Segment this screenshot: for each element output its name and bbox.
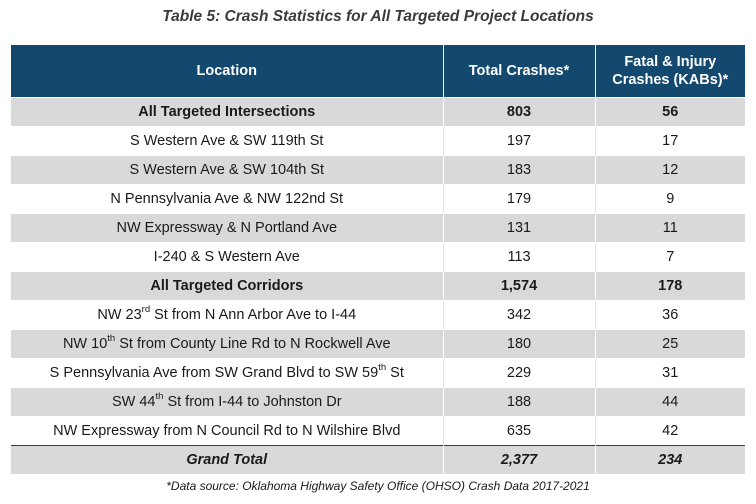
kab-cell: 234 bbox=[595, 445, 745, 474]
kab-cell: 12 bbox=[595, 155, 745, 185]
location-cell: All Targeted Corridors bbox=[11, 271, 444, 301]
total-crashes-cell: 1,574 bbox=[443, 271, 596, 301]
crash-statistics-table: Location Total Crashes* Fatal & Injury C… bbox=[11, 45, 745, 474]
data-source-note: *Data source: Oklahoma Highway Safety Of… bbox=[166, 479, 590, 493]
kab-cell: 9 bbox=[595, 184, 745, 214]
total-crashes-cell: 229 bbox=[443, 358, 596, 388]
total-crashes-cell: 180 bbox=[443, 329, 596, 359]
total-crashes-cell: 342 bbox=[443, 300, 596, 330]
location-cell: I-240 & S Western Ave bbox=[11, 242, 444, 272]
subtotal-row-corridors: All Targeted Corridors 1,574 178 bbox=[11, 271, 745, 301]
total-crashes-cell: 113 bbox=[443, 242, 596, 272]
location-cell: N Pennsylvania Ave & NW 122nd St bbox=[11, 184, 444, 214]
table-row: S Pennsylvania Ave from SW Grand Blvd to… bbox=[11, 358, 745, 388]
table-row: I-240 & S Western Ave 113 7 bbox=[11, 242, 745, 272]
kab-cell: 42 bbox=[595, 416, 745, 446]
location-cell: S Pennsylvania Ave from SW Grand Blvd to… bbox=[11, 358, 444, 388]
kab-cell: 7 bbox=[595, 242, 745, 272]
grand-total-row: Grand Total 2,377 234 bbox=[11, 445, 745, 474]
location-cell: SW 44th St from I-44 to Johnston Dr bbox=[11, 387, 444, 417]
subtotal-row-intersections: All Targeted Intersections 803 56 bbox=[11, 97, 745, 127]
table-title: Table 5: Crash Statistics for All Target… bbox=[162, 8, 594, 25]
table-row: NW Expressway from N Council Rd to N Wil… bbox=[11, 416, 745, 446]
table-header-row: Location Total Crashes* Fatal & Injury C… bbox=[11, 45, 745, 98]
total-crashes-cell: 183 bbox=[443, 155, 596, 185]
location-cell: NW 10th St from County Line Rd to N Rock… bbox=[11, 329, 444, 359]
header-total-crashes: Total Crashes* bbox=[443, 45, 596, 98]
table-row: SW 44th St from I-44 to Johnston Dr 188 … bbox=[11, 387, 745, 417]
kab-cell: 44 bbox=[595, 387, 745, 417]
total-crashes-cell: 188 bbox=[443, 387, 596, 417]
table-row: N Pennsylvania Ave & NW 122nd St 179 9 bbox=[11, 184, 745, 214]
table-row: S Western Ave & SW 104th St 183 12 bbox=[11, 155, 745, 185]
location-cell: NW 23rd St from N Ann Arbor Ave to I-44 bbox=[11, 300, 444, 330]
header-fatal-injury-line1: Fatal & Injury bbox=[624, 54, 717, 70]
total-crashes-cell: 179 bbox=[443, 184, 596, 214]
location-cell: NW Expressway & N Portland Ave bbox=[11, 213, 444, 243]
table-row: NW 23rd St from N Ann Arbor Ave to I-44 … bbox=[11, 300, 745, 330]
table-row: S Western Ave & SW 119th St 197 17 bbox=[11, 126, 745, 156]
location-cell: S Western Ave & SW 119th St bbox=[11, 126, 444, 156]
kab-cell: 56 bbox=[595, 97, 745, 127]
location-cell: Grand Total bbox=[11, 445, 444, 474]
header-fatal-injury: Fatal & Injury Crashes (KABs)* bbox=[595, 45, 745, 98]
location-cell: All Targeted Intersections bbox=[11, 97, 444, 127]
kab-cell: 36 bbox=[595, 300, 745, 330]
header-fatal-injury-line2: Crashes (KABs)* bbox=[612, 72, 729, 88]
table-row: NW Expressway & N Portland Ave 131 11 bbox=[11, 213, 745, 243]
kab-cell: 17 bbox=[595, 126, 745, 156]
total-crashes-cell: 197 bbox=[443, 126, 596, 156]
header-location: Location bbox=[11, 45, 444, 98]
table-row: NW 10th St from County Line Rd to N Rock… bbox=[11, 329, 745, 359]
kab-cell: 31 bbox=[595, 358, 745, 388]
total-crashes-cell: 635 bbox=[443, 416, 596, 446]
total-crashes-cell: 131 bbox=[443, 213, 596, 243]
kab-cell: 25 bbox=[595, 329, 745, 359]
kab-cell: 178 bbox=[595, 271, 745, 301]
total-crashes-cell: 803 bbox=[443, 97, 596, 127]
location-cell: S Western Ave & SW 104th St bbox=[11, 155, 444, 185]
location-cell: NW Expressway from N Council Rd to N Wil… bbox=[11, 416, 444, 446]
total-crashes-cell: 2,377 bbox=[443, 445, 596, 474]
kab-cell: 11 bbox=[595, 213, 745, 243]
